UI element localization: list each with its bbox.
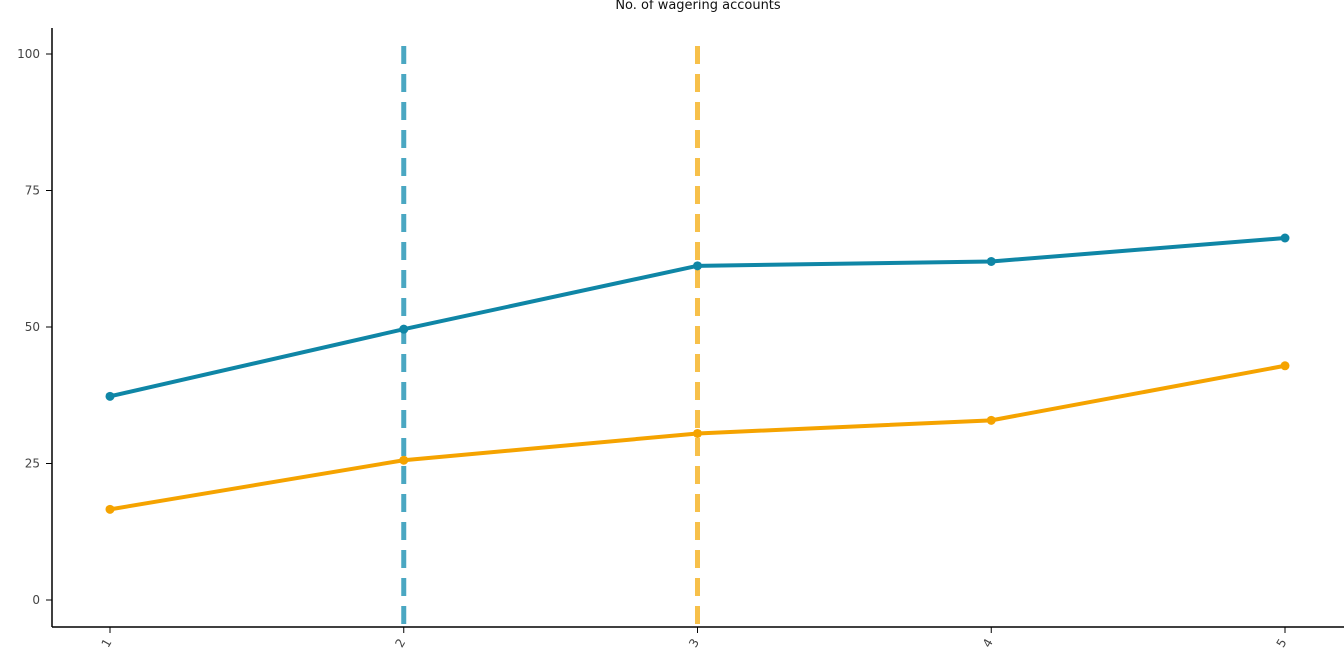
x-tick-label: 2	[392, 636, 408, 650]
series-2	[105, 361, 1290, 514]
y-tick-label: 0	[32, 593, 40, 607]
y-tick-label: 75	[25, 184, 40, 198]
data-point	[693, 428, 702, 438]
data-point	[399, 324, 409, 334]
chart-title: No. of wagering accounts	[615, 0, 781, 13]
x-tick-label: 5	[1274, 636, 1290, 650]
data-point	[986, 256, 996, 266]
x-tick-label: 3	[686, 636, 702, 650]
y-tick-label: 25	[25, 457, 40, 471]
data-point	[105, 391, 115, 401]
data-point	[399, 455, 409, 465]
series-1	[105, 233, 1290, 401]
axes: 0 25 50 75 100 1 2 3 4 5	[17, 28, 1344, 650]
data-point	[1280, 233, 1290, 243]
y-tick-label: 100	[17, 47, 40, 61]
x-tick-label: 1	[99, 636, 115, 650]
data-point	[105, 504, 115, 514]
y-tick-label: 50	[25, 320, 40, 334]
reference-lines	[401, 46, 700, 627]
data-point	[1280, 361, 1290, 371]
data-point	[693, 261, 702, 271]
data-point	[986, 415, 996, 425]
x-tick-label: 4	[980, 636, 996, 650]
series-layer	[105, 233, 1290, 514]
